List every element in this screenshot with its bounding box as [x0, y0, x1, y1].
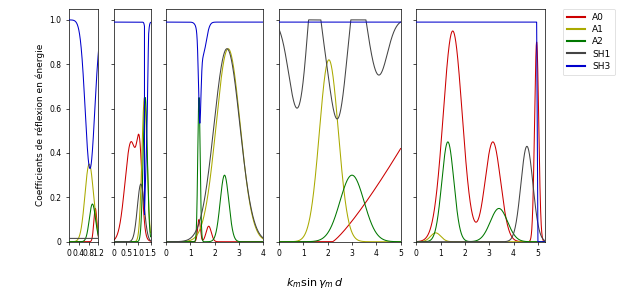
- Legend: A0, A1, A2, SH1, SH3: A0, A1, A2, SH1, SH3: [563, 9, 615, 75]
- Text: $k_m \sin \gamma_m \, d$: $k_m \sin \gamma_m \, d$: [286, 276, 344, 290]
- Y-axis label: Coefficients de réflexion en énergie: Coefficients de réflexion en énergie: [36, 44, 45, 207]
